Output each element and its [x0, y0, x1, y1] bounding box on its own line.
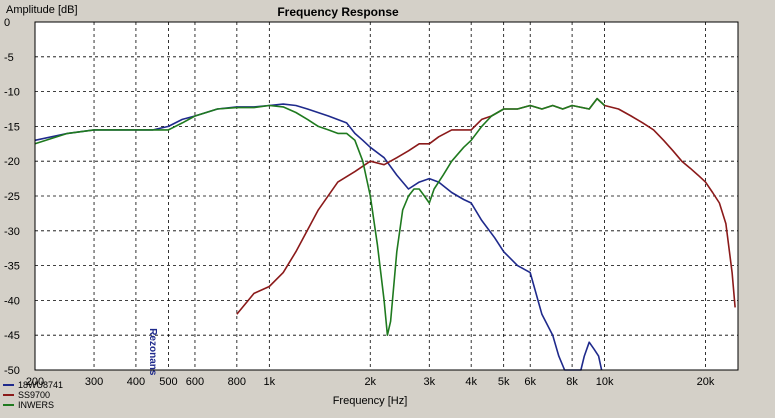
y-tick-label: -35: [4, 261, 20, 273]
chart-title: Frequency Response: [277, 5, 399, 19]
x-tick-label: 400: [127, 376, 145, 388]
x-tick-label: 5k: [498, 376, 510, 388]
x-tick-label: 1k: [264, 376, 276, 388]
annotation-label: Rezonans: [147, 328, 158, 376]
plot-area: [35, 22, 738, 370]
y-tick-label: -40: [4, 295, 20, 307]
legend-label: SS9700: [18, 390, 50, 400]
x-tick-label: 200: [26, 376, 44, 388]
y-tick-label: -50: [4, 365, 20, 377]
x-tick-label: 20k: [697, 376, 715, 388]
y-tick-label: -20: [4, 156, 20, 168]
y-tick-label: -45: [4, 330, 20, 342]
x-tick-label: 600: [186, 376, 204, 388]
x-tick-label: 2k: [364, 376, 376, 388]
x-tick-label: 4k: [465, 376, 477, 388]
annotations: Rezonans: [147, 328, 158, 376]
x-tick-label: 3k: [423, 376, 435, 388]
x-tick-label: 6k: [524, 376, 536, 388]
legend-label: 18WU8741: [18, 380, 63, 390]
y-axis-label: Amplitude [dB]: [6, 4, 78, 16]
y-tick-label: -25: [4, 191, 20, 203]
x-tick-label: 10k: [596, 376, 614, 388]
x-tick-label: 800: [228, 376, 246, 388]
x-tick-label: 500: [159, 376, 177, 388]
x-tick-labels: 200 300 400 500 600 800 1k 2k 3k 4k 5k 6k 8k 10k 20k: [26, 376, 715, 388]
legend-label: INWERS: [18, 400, 54, 410]
y-tick-label: 0: [4, 17, 10, 29]
x-tick-label: 300: [85, 376, 103, 388]
x-tick-label: 8k: [566, 376, 578, 388]
series-line-inwers: [34, 97, 606, 337]
x-axis-label: Frequency [Hz]: [333, 395, 408, 407]
y-tick-label: -15: [4, 121, 20, 133]
y-tick-labels: 0 -5 -10 -15 -20 -25 -30 -35 -40 -45 -50: [4, 17, 20, 377]
y-tick-label: -10: [4, 87, 20, 99]
y-tick-label: -5: [4, 52, 14, 64]
y-tick-label: -30: [4, 226, 20, 238]
grid-lines: [34, 21, 738, 371]
plot-border: [34, 21, 739, 371]
